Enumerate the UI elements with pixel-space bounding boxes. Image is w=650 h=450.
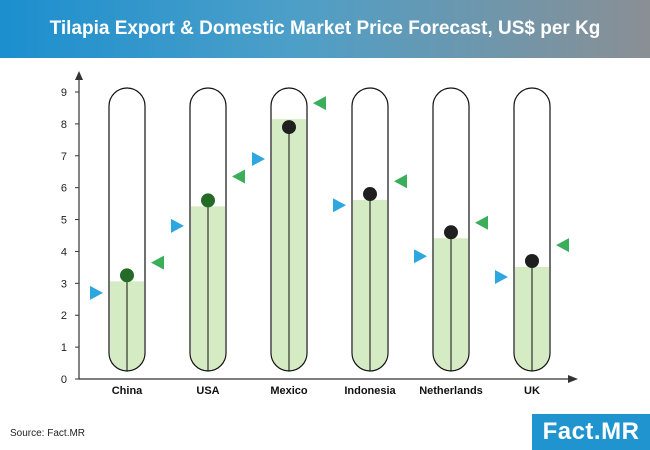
right-triangle-netherlands [475, 215, 488, 230]
y-tick-label: 9 [61, 87, 67, 99]
y-tick-label: 6 [61, 183, 67, 195]
right-triangle-mexico [313, 96, 326, 111]
left-triangle-netherlands [414, 249, 427, 264]
y-tick-label: 1 [61, 342, 67, 354]
factmr-logo: Fact. MR [532, 414, 650, 450]
dot-usa [201, 193, 215, 208]
x-tick-label: USA [196, 385, 219, 397]
dot-china [120, 268, 134, 283]
x-tick-label: Indonesia [344, 385, 396, 397]
y-tick-label: 7 [61, 151, 67, 163]
left-triangle-usa [171, 218, 184, 233]
left-triangle-uk [495, 269, 508, 284]
chart-title: Tilapia Export & Domestic Market Price F… [0, 0, 650, 58]
y-tick-label: 2 [61, 310, 67, 322]
y-tick-label: 8 [61, 119, 67, 131]
x-axis-arrow [568, 375, 578, 383]
y-tick-label: 4 [61, 246, 67, 258]
source-note: Source: Fact.MR [10, 428, 86, 439]
dot-indonesia [363, 187, 377, 202]
dot-mexico [282, 120, 296, 135]
x-tick-label: Netherlands [419, 385, 483, 397]
left-triangle-mexico [252, 151, 265, 166]
y-tick-label: 3 [61, 278, 67, 290]
chart-area: 0 1 2 3 4 5 6 7 8 9 China USA Mexico Indonesia Netherl… [61, 71, 578, 397]
right-triangle-indonesia [394, 174, 407, 189]
x-tick-label: Mexico [270, 385, 308, 397]
y-tick-label: 0 [61, 374, 67, 386]
x-tick-label: China [112, 385, 143, 397]
left-triangle-indonesia [333, 198, 346, 213]
right-triangle-china [151, 255, 164, 270]
x-tick-label: UK [524, 385, 540, 397]
dot-netherlands [444, 225, 458, 240]
dot-uk [525, 254, 539, 269]
left-triangle-china [90, 285, 103, 300]
y-axis-arrow [75, 71, 83, 80]
right-triangle-usa [232, 169, 245, 184]
right-triangle-uk [556, 238, 569, 253]
y-tick-label: 5 [61, 215, 67, 227]
